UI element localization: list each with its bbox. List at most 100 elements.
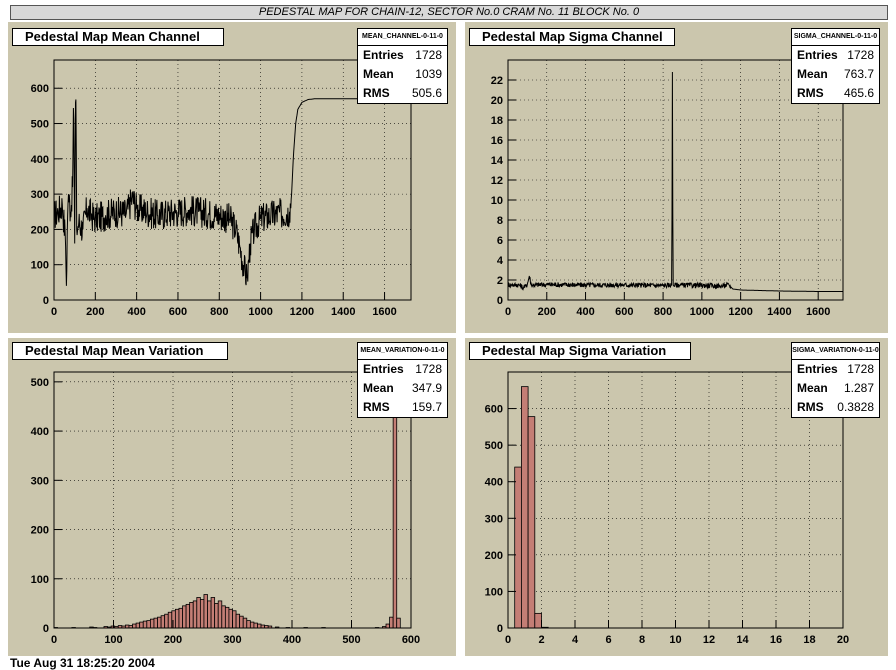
hist-bar: [154, 618, 158, 628]
x-tick-label: 1400: [767, 306, 791, 318]
stats-entries: 1728: [847, 46, 874, 65]
hist-bar: [165, 614, 169, 628]
x-tick-label: 300: [223, 634, 241, 646]
y-tick-label: 22: [491, 75, 503, 87]
stats-name: MEAN_CHANNEL-0-11-0: [358, 29, 447, 46]
hist-bar: [225, 607, 229, 628]
hist-bar: [257, 624, 261, 628]
stats-name: SIGMA_CHANNEL-0-11-0: [792, 29, 879, 46]
x-tick-label: 1600: [372, 306, 396, 318]
y-tick-label: 600: [485, 404, 503, 416]
x-tick-label: 16: [770, 634, 782, 646]
y-tick-label: 200: [31, 224, 49, 236]
hist-bar: [393, 397, 397, 628]
y-tick-label: 18: [491, 115, 503, 127]
y-tick-label: 200: [31, 525, 49, 537]
x-tick-label: 500: [342, 634, 360, 646]
y-tick-label: 0: [43, 623, 49, 635]
y-tick-label: 4: [497, 255, 504, 267]
hist-bar: [172, 611, 176, 628]
y-tick-label: 12: [491, 175, 503, 187]
chart-title: Pedestal Map Sigma Channel: [469, 28, 675, 46]
hist-bar: [247, 621, 251, 628]
y-tick-label: 400: [31, 426, 49, 438]
y-tick-label: 500: [31, 377, 49, 389]
stats-name: MEAN_VARIATION-0-11-0: [358, 343, 447, 360]
x-tick-label: 600: [615, 306, 633, 318]
hist-bar: [168, 612, 172, 628]
stats-rms: 505.6: [412, 84, 442, 103]
y-tick-label: 500: [485, 440, 503, 452]
x-tick-label: 0: [51, 306, 57, 318]
hist-bar: [190, 602, 194, 628]
y-tick-label: 100: [31, 260, 49, 272]
hist-bar: [240, 616, 244, 628]
x-tick-label: 18: [803, 634, 815, 646]
y-tick-label: 8: [497, 215, 503, 227]
x-tick-label: 1000: [248, 306, 272, 318]
x-tick-label: 800: [210, 306, 228, 318]
hist-bar: [136, 623, 140, 628]
hist-bar: [175, 609, 179, 628]
x-tick-label: 10: [669, 634, 681, 646]
x-tick-label: 0: [505, 634, 511, 646]
hist-bar: [535, 613, 542, 628]
x-tick-label: 200: [164, 634, 182, 646]
hist-bar: [140, 622, 144, 628]
hist-bar: [397, 618, 401, 628]
y-tick-label: 300: [485, 513, 503, 525]
x-tick-label: 1400: [331, 306, 355, 318]
hist-bar: [186, 604, 190, 628]
hist-bar: [243, 618, 247, 628]
x-tick-label: 4: [572, 634, 579, 646]
hist-bar: [150, 619, 154, 628]
x-tick-label: 100: [104, 634, 122, 646]
chart-title: Pedestal Map Sigma Variation: [469, 342, 691, 360]
y-tick-label: 0: [43, 295, 49, 307]
hist-bar: [161, 616, 165, 628]
x-tick-label: 400: [283, 634, 301, 646]
hist-bar: [200, 599, 204, 628]
x-tick-label: 0: [505, 306, 511, 318]
x-tick-label: 400: [576, 306, 594, 318]
x-tick-label: 1200: [728, 306, 752, 318]
hist-bar: [197, 597, 201, 628]
hist-bar: [183, 606, 187, 628]
x-tick-label: 1600: [806, 306, 830, 318]
y-tick-label: 14: [491, 155, 504, 167]
hist-bar: [204, 595, 208, 628]
stats-entries: 1728: [847, 360, 874, 379]
hist-bar: [515, 467, 522, 628]
y-tick-label: 6: [497, 235, 503, 247]
hist-bar: [236, 614, 240, 628]
hist-bar: [215, 603, 219, 628]
y-tick-label: 16: [491, 135, 503, 147]
y-tick-label: 0: [497, 295, 503, 307]
y-tick-label: 10: [491, 195, 503, 207]
x-tick-label: 12: [703, 634, 715, 646]
x-tick-label: 6: [605, 634, 611, 646]
stats-rms: 0.3828: [837, 398, 874, 417]
y-tick-label: 500: [31, 119, 49, 131]
y-tick-label: 2: [497, 275, 503, 287]
canvas-title: PEDESTAL MAP FOR CHAIN-12, SECTOR No.0 C…: [10, 5, 888, 20]
y-tick-label: 100: [485, 586, 503, 598]
stats-mean: 1.287: [844, 379, 874, 398]
series-line: [54, 99, 411, 286]
x-tick-label: 200: [86, 306, 104, 318]
chart-title: Pedestal Map Mean Channel: [12, 28, 224, 46]
hist-bar: [179, 608, 183, 628]
hist-bar: [158, 617, 162, 628]
stats-mean: 1039: [415, 65, 442, 84]
x-tick-label: 20: [837, 634, 849, 646]
stats-entries: 1728: [415, 360, 442, 379]
x-tick-label: 600: [402, 634, 420, 646]
x-tick-label: 8: [639, 634, 645, 646]
hist-bar: [254, 623, 258, 628]
stats-rms: 159.7: [412, 398, 442, 417]
y-tick-label: 0: [497, 623, 503, 635]
